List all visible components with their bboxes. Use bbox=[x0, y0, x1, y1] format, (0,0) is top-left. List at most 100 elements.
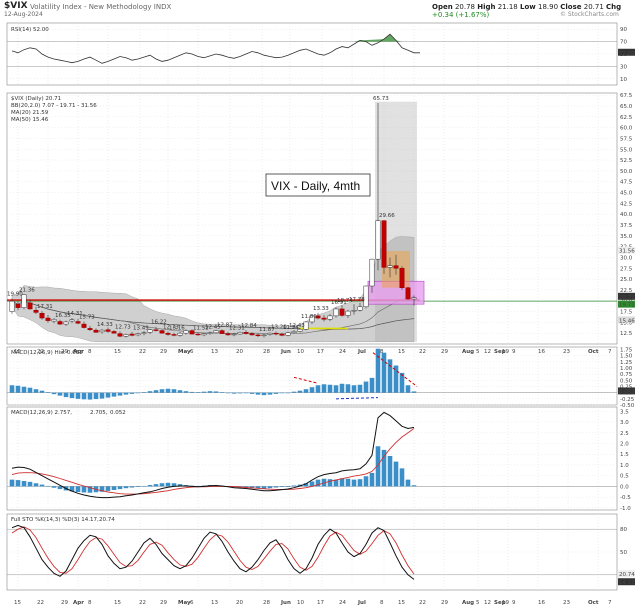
hist-bar bbox=[291, 391, 297, 393]
hist-bar bbox=[69, 392, 75, 399]
macd-hist-bar bbox=[309, 481, 315, 487]
candle-up bbox=[357, 306, 363, 311]
hist-bar bbox=[321, 384, 327, 393]
candle-up bbox=[345, 310, 351, 316]
macd-hist-bar bbox=[141, 485, 147, 487]
ticker-name: Volatility Index - New Methodology INDX bbox=[30, 3, 172, 11]
hist-bar bbox=[159, 389, 165, 393]
candle-up bbox=[123, 334, 129, 337]
sto-k-tag: 14.17 bbox=[619, 580, 635, 586]
candle-down bbox=[81, 323, 87, 328]
candle-up bbox=[327, 315, 333, 320]
x-axis-tick-price: Jul bbox=[357, 349, 366, 355]
hist-bar bbox=[267, 392, 273, 395]
x-axis-tick-price: 8 bbox=[88, 349, 92, 355]
x-axis-tick-sto: 9 bbox=[512, 600, 516, 606]
candle-up bbox=[375, 220, 381, 260]
price-value-label: 12.73 bbox=[115, 324, 131, 330]
hist-bar bbox=[327, 384, 333, 393]
hist-bar bbox=[81, 392, 87, 400]
price-value-label: 12.43 bbox=[289, 323, 305, 329]
hist-last-tag: 0.052 bbox=[619, 389, 635, 395]
macd-hist-bar bbox=[339, 478, 345, 487]
macd-hist-bar bbox=[267, 486, 273, 489]
price-y-tick: 50.0 bbox=[620, 169, 633, 175]
candle-down bbox=[219, 330, 225, 334]
price-y-tick: 17.5 bbox=[620, 310, 633, 316]
macd-hist-bar bbox=[159, 483, 165, 487]
x-axis-tick-price: 15 bbox=[14, 349, 21, 355]
macd-hist-bar bbox=[285, 486, 291, 487]
x-axis-tick-sto: 7 bbox=[608, 600, 612, 606]
candle-up bbox=[387, 265, 393, 268]
bb-mid-tag: 19.71 bbox=[619, 303, 635, 309]
price-value-label: 12.31 bbox=[229, 326, 245, 332]
sto-k-tag-bg bbox=[618, 578, 635, 586]
rsi-overbought-fill bbox=[354, 34, 402, 42]
macd-hist-bar bbox=[249, 486, 255, 488]
candle-up bbox=[51, 319, 57, 322]
x-axis-tick-price: 16 bbox=[538, 349, 545, 355]
hist-last-tag-bg bbox=[618, 387, 635, 395]
x-axis-tick-price: 19 bbox=[502, 349, 509, 355]
macd-hist-bar bbox=[255, 486, 261, 489]
hist-bar bbox=[261, 392, 267, 396]
macd-legend: MACD(12,26,9) 2.757, bbox=[11, 410, 72, 416]
candle-down bbox=[93, 329, 99, 333]
macd-hist-bar bbox=[9, 479, 15, 487]
bb-upper-tag: 31.56 bbox=[619, 249, 635, 255]
macd-hist-bar bbox=[273, 486, 279, 488]
hist-bar bbox=[285, 392, 291, 394]
hist-bar bbox=[339, 383, 345, 393]
price-value-label: 13.20 bbox=[271, 324, 287, 330]
x-axis-tick-sto: Sep bbox=[494, 600, 506, 606]
low-value: 18.90 bbox=[537, 3, 559, 11]
candle-down bbox=[15, 303, 21, 308]
x-axis-tick-price: 13 bbox=[211, 349, 218, 355]
candle-up bbox=[261, 334, 267, 337]
low-label: Low bbox=[520, 3, 536, 11]
price-value-label: 65.73 bbox=[373, 96, 389, 102]
x-axis-tick-sto: 16 bbox=[538, 600, 545, 606]
candle-down bbox=[189, 330, 195, 335]
x-axis-tick-price: Aug bbox=[462, 349, 474, 355]
macd-hist-bar bbox=[315, 479, 321, 487]
candle-down bbox=[195, 333, 201, 336]
price-value-label: 11.52 bbox=[193, 325, 209, 331]
candle-down bbox=[249, 333, 255, 336]
x-axis-tick-sto: 17 bbox=[317, 600, 324, 606]
macd-hist-bar bbox=[387, 455, 393, 487]
candle-up bbox=[411, 297, 417, 300]
price-value-label: 11.94 bbox=[283, 325, 299, 331]
candle-down bbox=[117, 333, 123, 337]
x-axis-tick-price: 12 bbox=[484, 349, 491, 355]
candle-up bbox=[141, 332, 147, 334]
price-y-tick: 30.0 bbox=[620, 255, 633, 261]
hist-trend-red bbox=[293, 376, 319, 384]
hist-bar bbox=[399, 372, 405, 393]
x-axis-tick-sto: 8 bbox=[88, 600, 92, 606]
last-close-tag: 20.71 bbox=[619, 295, 635, 301]
open-value: 20.78 bbox=[454, 3, 475, 11]
x-axis-tick-price: 17 bbox=[317, 349, 324, 355]
candle-down bbox=[165, 332, 171, 335]
macd-hist-bar bbox=[243, 486, 249, 487]
rsi-panel-frame bbox=[6, 22, 618, 86]
macd-hist-bar bbox=[21, 480, 27, 487]
candle-down bbox=[171, 334, 177, 336]
macd-legend-signal: 2.705, bbox=[90, 410, 108, 416]
x-axis-tick-sto: Jun bbox=[280, 600, 291, 606]
price-y-tick: 40.0 bbox=[620, 212, 633, 218]
candle-down bbox=[105, 329, 111, 332]
price-value-label: 15.73 bbox=[79, 314, 95, 320]
x-axis-tick-price: 22 bbox=[37, 349, 44, 355]
hist-bar bbox=[87, 392, 93, 400]
hist-bar bbox=[333, 385, 339, 393]
x-axis-tick-sto: 29 bbox=[61, 600, 68, 606]
x-axis-tick-sto: 24 bbox=[339, 600, 346, 606]
hist-bar bbox=[297, 390, 303, 393]
macd-hist-bar bbox=[39, 484, 45, 487]
candle-up bbox=[363, 285, 369, 308]
chg-value: +0.34 (+1.67%) bbox=[432, 11, 490, 19]
x-axis-tick-sto: 8 bbox=[380, 600, 384, 606]
